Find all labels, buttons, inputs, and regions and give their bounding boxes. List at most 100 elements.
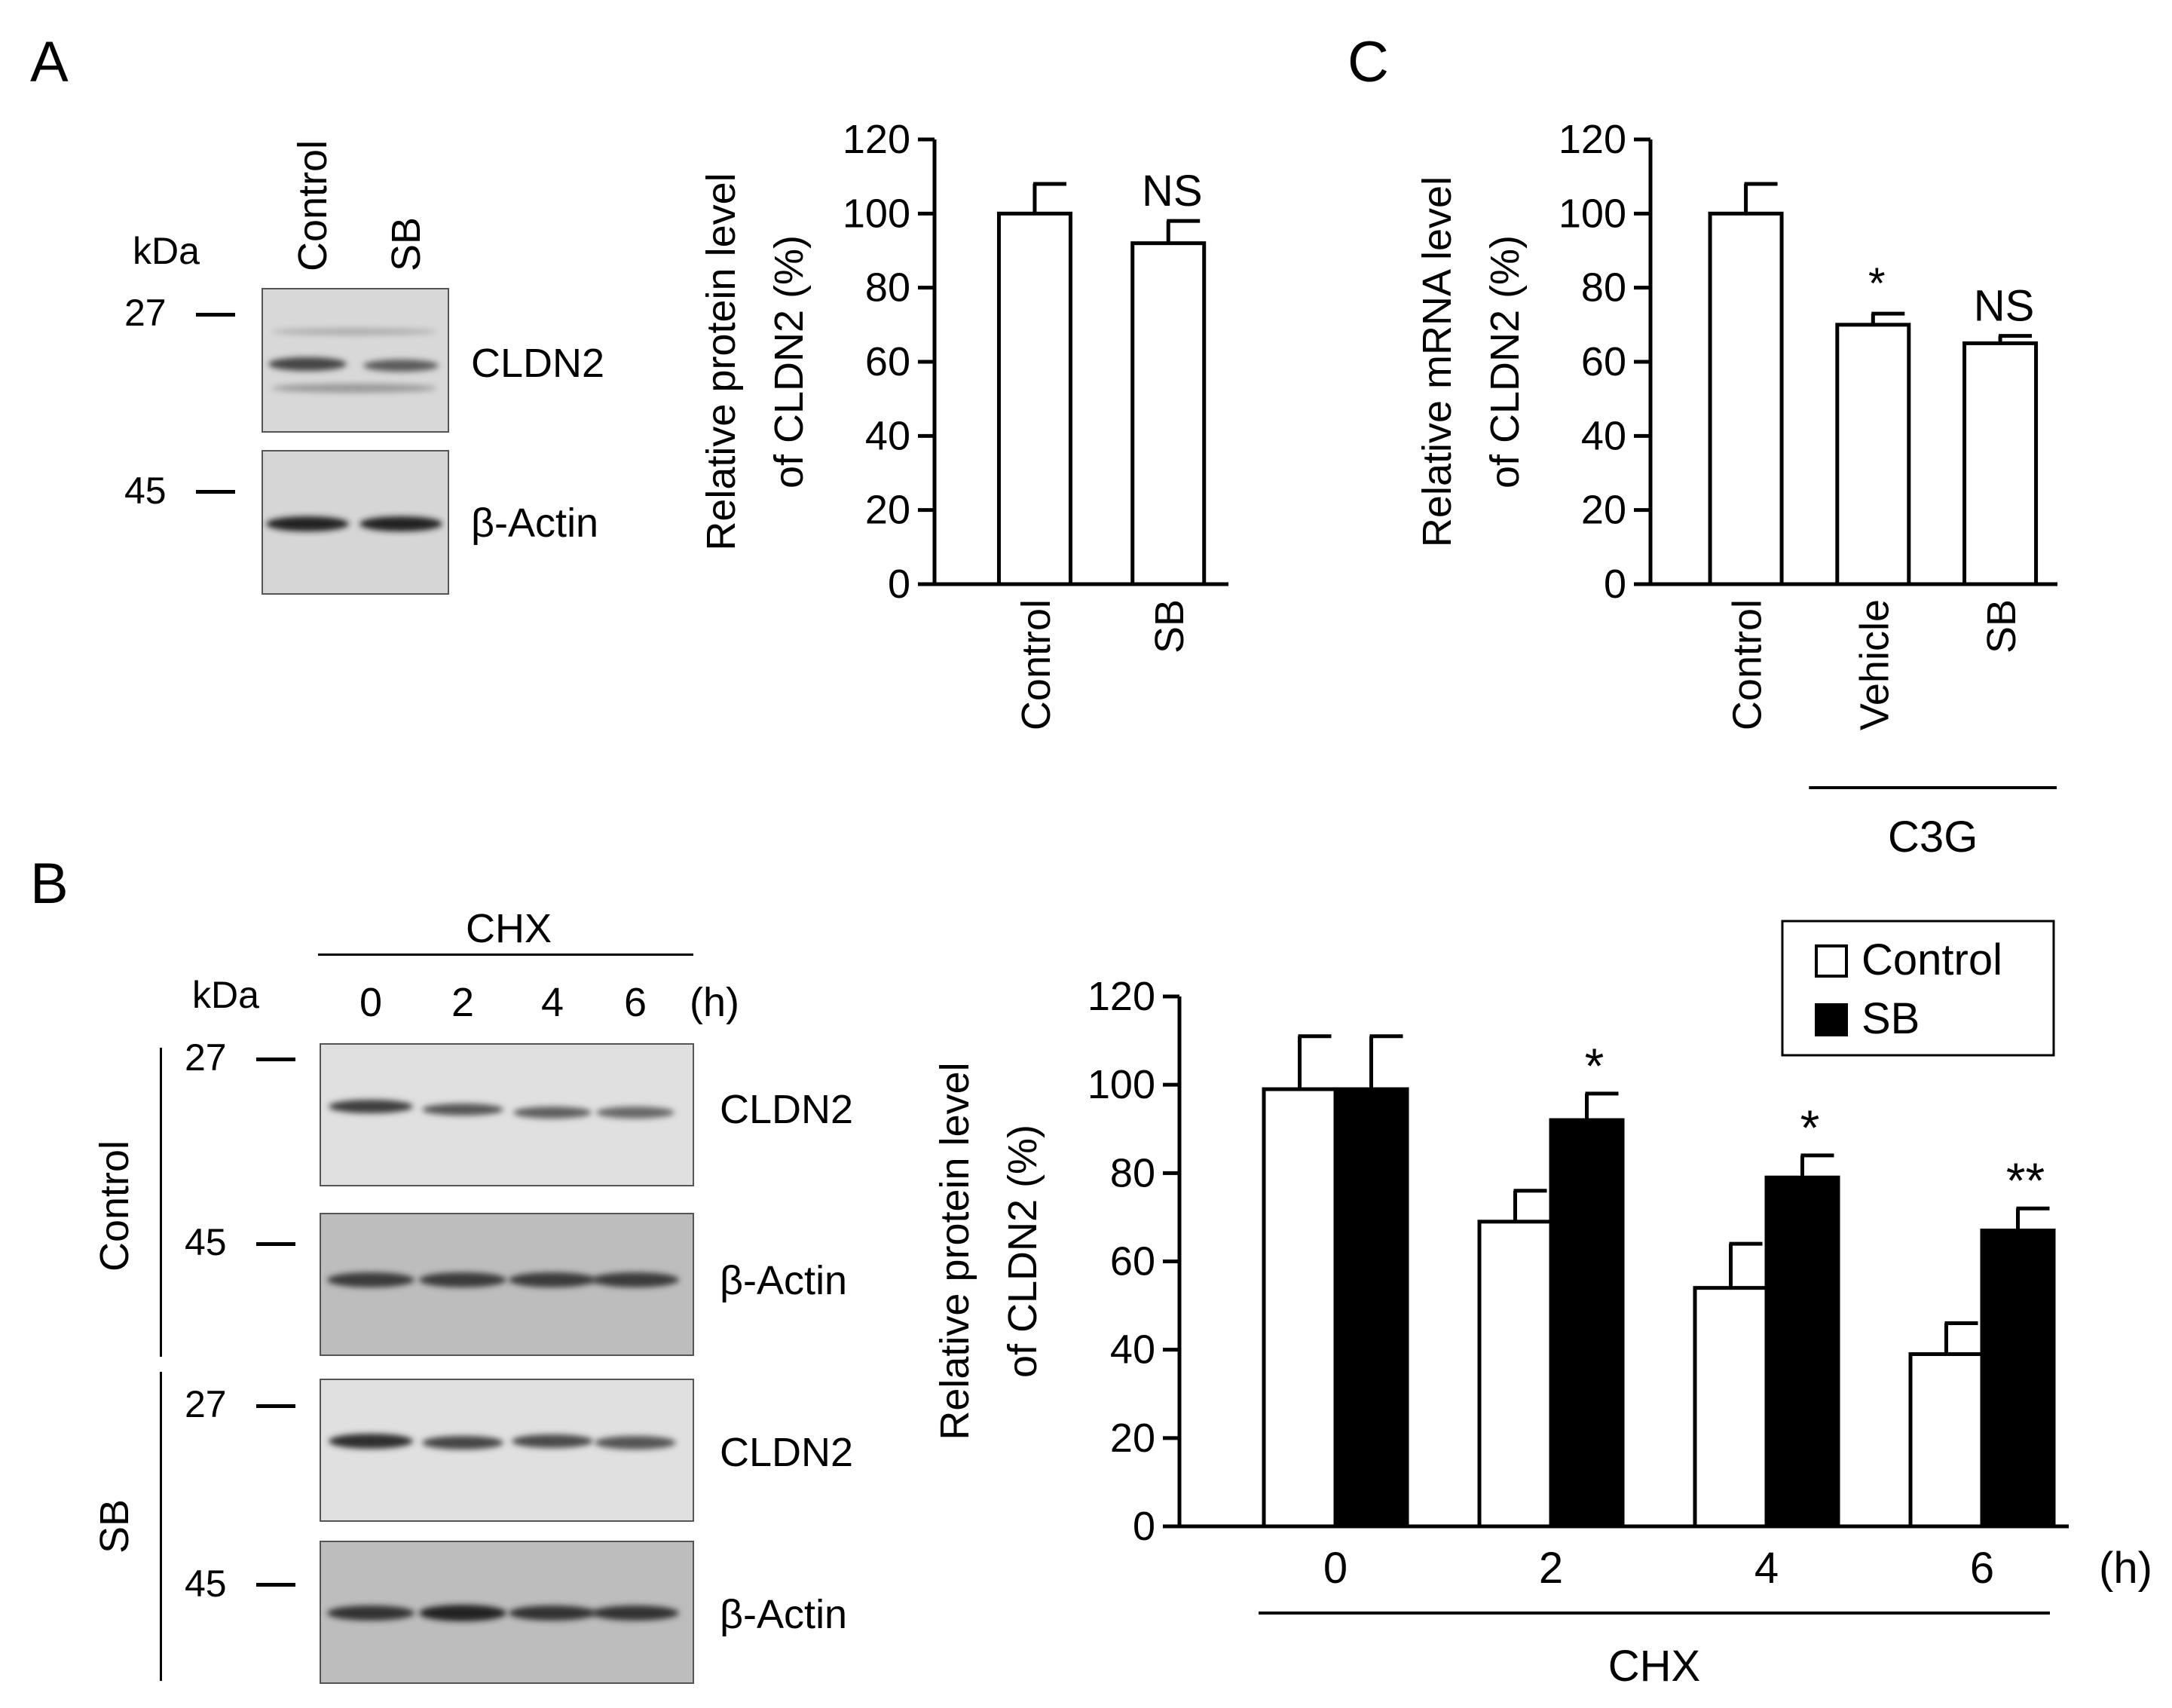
blot-b-actin-band-control-4h [509, 1272, 596, 1287]
blot-b-marker-tick-27-sb [256, 1404, 295, 1408]
chart-b-y-tick-label: 0 [1133, 1504, 1155, 1549]
blot-b-group-label-sb: SB [92, 1499, 137, 1553]
blot-b-time-6: 6 [624, 980, 647, 1025]
blot-a-kda-label: kDa [133, 230, 200, 272]
blot-b: CHX kDa 0 2 4 6 (h) Control SB 27 CLDN2 … [92, 906, 853, 1684]
blot-b-cldn2-band-control-6h [596, 1107, 675, 1119]
chart-a-y-tick-label: 40 [865, 413, 910, 458]
chart-b-legend-swatch-control [1815, 944, 1848, 978]
chart-b-significance-label: * [1800, 1100, 1820, 1156]
chart-a-y-tick-label: 60 [865, 339, 910, 384]
chart-b-significance-label: * [1585, 1038, 1605, 1094]
panel-label-c: C [1348, 30, 1389, 94]
chart-a-y-tick-label: 0 [888, 562, 910, 607]
blot-b-group-line-sb [160, 1372, 162, 1681]
chart-c-bar [1708, 211, 1784, 586]
blot-b-actin-band-control-6h [592, 1272, 679, 1287]
blot-b-cldn2-band-sb-4h [512, 1434, 593, 1448]
chart-c-y-tick-label: 80 [1581, 265, 1626, 311]
chart-b-y-axis-label-line2: of CLDN2 (%) [1000, 1125, 1045, 1378]
blot-b-actin-band-sb-2h [419, 1605, 506, 1621]
blot-b-band-label-cldn2-sb: CLDN2 [720, 1430, 853, 1475]
blot-b-actin-band-control-0h [327, 1272, 415, 1287]
blot-b-time-4: 4 [541, 980, 564, 1025]
blot-b-group-label-control: Control [92, 1140, 137, 1272]
chart-b-bar-control [1908, 1352, 1984, 1529]
blot-b-actin-band-sb-4h [509, 1605, 596, 1621]
chart-b-x-unit-label: (h) [2099, 1544, 2152, 1593]
blot-b-treatment-label: CHX [466, 906, 552, 951]
blot-b-treatment-line [318, 953, 693, 956]
blot-b-kda-label: kDa [192, 974, 259, 1016]
chart-a-bar [996, 211, 1072, 586]
chart-b-legend-label-control: Control [1861, 935, 2002, 984]
chart-a-y-tick-label: 100 [843, 191, 910, 236]
blot-b-actin-band-sb-6h [592, 1605, 679, 1621]
chart-b-y-tick-label: 120 [1088, 974, 1155, 1019]
chart-c-y-tick-label: 120 [1559, 117, 1626, 162]
chart-b-category-label: 0 [1323, 1544, 1348, 1593]
blot-b-marker-45-sb: 45 [185, 1563, 227, 1605]
chart-b-legend-label-sb: SB [1861, 994, 1920, 1043]
chart-a-bar [1130, 241, 1207, 586]
blot-b-marker-tick-45-sb [256, 1583, 295, 1587]
blot-b-marker-tick-45-control [256, 1242, 295, 1246]
chart-c-y-tick-label: 100 [1559, 191, 1626, 236]
blot-a-band-label-actin: β-Actin [471, 500, 598, 546]
chart-c-category-label: SB [1979, 599, 2024, 654]
chart-b-y-tick-label: 100 [1088, 1062, 1155, 1107]
blot-b-cldn2-band-control-4h [513, 1107, 592, 1119]
blot-b-time-unit: (h) [690, 980, 739, 1025]
chart-c-group-label: C3G [1888, 813, 1978, 862]
chart-b-significance-label: ** [2006, 1152, 2045, 1208]
chart-c: 0 20 40 60 80 100 120 Relative mRNA level of CLD… [1415, 117, 2057, 862]
blot-a-marker-27: 27 [124, 292, 167, 334]
chart-a-y-axis-label-line2: of CLDN2 (%) [766, 235, 812, 488]
chart-b-bar-sb [1333, 1087, 1409, 1529]
blot-b-cldn2-band-sb-0h [329, 1434, 413, 1449]
chart-c-y-tick-label: 0 [1604, 562, 1626, 607]
chart-c-bar [1962, 341, 2039, 586]
blot-b-actin-band-sb-0h [327, 1605, 415, 1621]
chart-b-bar-control [1693, 1286, 1769, 1529]
chart-c-y-axis-label-line1: Relative mRNA level [1415, 176, 1460, 547]
chart-c-category-label: Control [1725, 599, 1770, 730]
chart-c-significance-label: NS [1974, 282, 2035, 331]
blot-a-cldn2-band-control [268, 357, 347, 371]
chart-b-y-axis-label-line1: Relative protein level [932, 1062, 977, 1440]
chart-b-y-tick-label: 80 [1110, 1150, 1155, 1195]
chart-b-bar-control [1477, 1220, 1553, 1529]
panel-label-a: A [30, 30, 69, 94]
chart-b-bar-sb [1764, 1175, 1840, 1529]
chart-c-significance-label: * [1868, 259, 1886, 308]
chart-c-y-tick-label: 40 [1581, 413, 1626, 458]
blot-b-cldn2-band-control-0h [329, 1100, 413, 1113]
blot-b-group-line-control [160, 1048, 162, 1357]
blot-b-band-label-actin-sb: β-Actin [720, 1592, 847, 1637]
blot-b-cldn2-band-sb-6h [595, 1436, 676, 1449]
panel-label-b: B [30, 852, 69, 916]
blot-a-actin-band-control [266, 516, 349, 531]
chart-c-y-axis-label-line2: of CLDN2 (%) [1482, 235, 1528, 488]
chart-c-y-tick-label: 60 [1581, 339, 1626, 384]
blot-b-cldn2-band-control-2h [422, 1103, 503, 1116]
chart-a-significance-label: NS [1142, 167, 1203, 216]
chart-c-category-label: Vehicle [1852, 599, 1897, 730]
chart-b-category-label: 2 [1539, 1544, 1563, 1593]
chart-b-y-tick-label: 60 [1110, 1239, 1155, 1284]
blot-b-cldn2-band-sb-2h [422, 1436, 503, 1449]
chart-c-y-tick-label: 20 [1581, 488, 1626, 533]
blot-b-marker-27-control: 27 [185, 1036, 227, 1079]
chart-a-y-tick-label: 20 [865, 488, 910, 533]
blot-b-time-2: 2 [451, 980, 474, 1025]
blot-a-marker-45: 45 [124, 470, 167, 512]
chart-a-y-axis-label-line1: Relative protein level [699, 173, 744, 550]
blot-a-lane-label-sb: SB [384, 217, 429, 271]
blot-a-actin-band-sb [359, 516, 442, 531]
blot-a-lane-label-control: Control [290, 140, 335, 271]
chart-b-category-label: 6 [1970, 1544, 1994, 1593]
blot-b-actin-band-control-2h [419, 1272, 506, 1287]
chart-b-bar-control [1262, 1087, 1338, 1529]
chart-c-bar [1835, 323, 1911, 586]
